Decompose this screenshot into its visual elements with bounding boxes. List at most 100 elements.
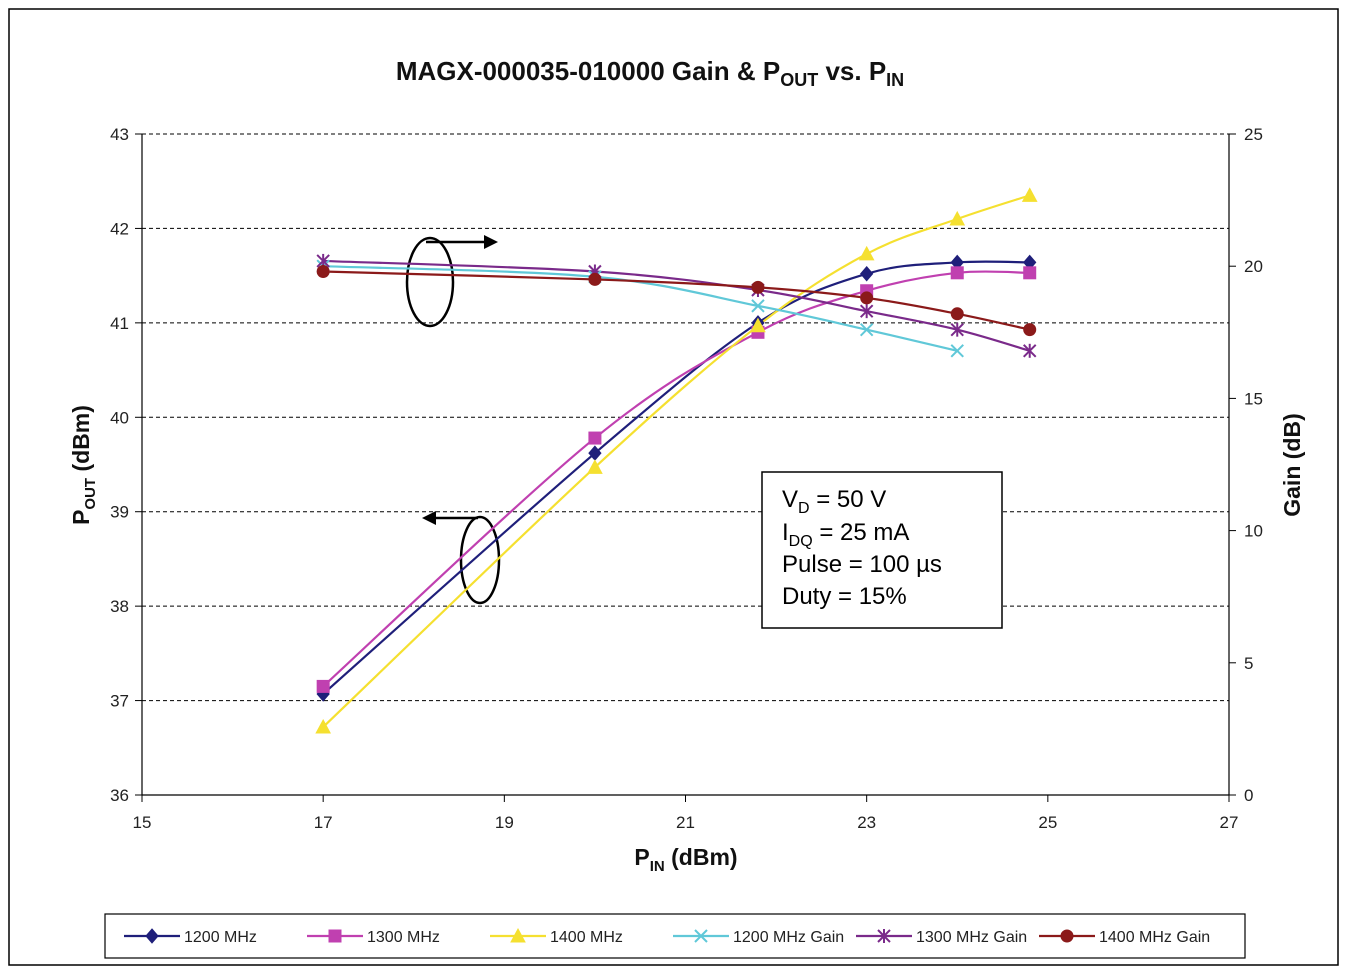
y-left-axis-title: POUT (dBm) xyxy=(68,405,99,525)
y-right-tick-label-5: 25 xyxy=(1244,125,1263,144)
y-left-axis-title-sub: OUT xyxy=(82,478,99,510)
point-1300-mhz-0 xyxy=(316,679,330,693)
x-tick-label-5: 25 xyxy=(1038,813,1057,832)
pout-loop-arrow-head xyxy=(422,511,436,525)
conditions-line-idq: IDQ = 25 mA xyxy=(782,519,909,550)
legend-label-1200-mhz-gain: 1200 MHz Gain xyxy=(733,929,844,946)
point-1400-mhz-1 xyxy=(587,459,603,474)
x-axis-title-rest: (dBm) xyxy=(665,844,738,870)
x-tick-label-6: 27 xyxy=(1220,813,1239,832)
y-left-axis-title-rest: (dBm) xyxy=(68,405,94,478)
conditions-vd-pre: V xyxy=(782,486,798,513)
legend-marker-1200-mhz xyxy=(145,928,159,944)
legend-marker-1400-mhz-gain xyxy=(1060,929,1074,943)
y-left-axis-title-main: P xyxy=(68,510,94,525)
x-tick-label-2: 19 xyxy=(495,813,514,832)
chart-title-sub2: IN xyxy=(886,70,904,90)
conditions-vd-post: = 50 V xyxy=(810,486,887,513)
series-line-1200-mhz-gain xyxy=(323,265,958,352)
point-1200-mhz-gain-2 xyxy=(751,299,765,313)
pout-loop-annotation xyxy=(422,511,501,605)
point-1400-mhz-gain-5 xyxy=(1023,323,1037,337)
pout-loop-ellipse xyxy=(459,515,501,605)
conditions-line-pulse: Pulse = 100 µs xyxy=(782,551,942,578)
legend-label-1400-mhz: 1400 MHz xyxy=(550,929,623,946)
point-1300-mhz-gain-4 xyxy=(950,322,964,337)
y-left-tick-label-3: 39 xyxy=(110,503,129,522)
gain-loop-ellipse xyxy=(405,236,455,328)
gain-loop-annotation xyxy=(405,235,498,328)
tick-labels: 36 37 38 39 40 41 42 43 0 5 10 15 20 25 15 17 19 21 23 25 27 xyxy=(110,125,1263,832)
legend-marker-1200-mhz-gain-b xyxy=(694,929,708,943)
conditions-idq-post: = 25 mA xyxy=(813,519,910,546)
y-left-tick-label-6: 42 xyxy=(110,219,129,238)
conditions-line-vd: VD = 50 V xyxy=(782,486,886,517)
chart-title: MAGX-000035-010000 Gain & POUT vs. PIN xyxy=(396,56,904,90)
y-right-tick-label-2: 10 xyxy=(1244,522,1263,541)
chart-border xyxy=(8,8,1339,966)
y-left-tick-label-0: 36 xyxy=(110,786,129,805)
point-1400-mhz-gain-4 xyxy=(950,307,964,321)
y-right-tick-label-1: 5 xyxy=(1244,654,1253,673)
point-1400-mhz-gain-3 xyxy=(860,291,874,305)
legend: 1200 MHz 1300 MHz 1400 MHz 1200 MHz Gain 130… xyxy=(104,913,1246,959)
y-right-tick-label-4: 20 xyxy=(1244,257,1263,276)
legend-marker-1300-mhz xyxy=(328,929,342,943)
point-1200-mhz-gain-4 xyxy=(950,344,964,358)
point-1200-mhz-gain-4-b xyxy=(950,344,964,358)
point-1300-mhz-gain-3 xyxy=(859,304,874,319)
legend-marker-1400-mhz xyxy=(510,927,526,943)
point-1200-mhz-gain-2-b xyxy=(751,299,765,313)
x-tick-label-1: 17 xyxy=(314,813,333,832)
conditions-box: VD = 50 V IDQ = 25 mA Pulse = 100 µs Dut… xyxy=(761,471,1003,629)
point-1300-mhz-1 xyxy=(588,431,602,445)
x-axis-title-main: P xyxy=(634,844,649,870)
chart-title-main: MAGX-000035-010000 Gain & P xyxy=(396,56,780,86)
conditions-box-frame xyxy=(761,471,1003,629)
point-1400-mhz-gain-1 xyxy=(588,272,602,286)
conditions-line-duty: Duty = 15% xyxy=(782,583,907,610)
y-left-tick-label-5: 41 xyxy=(110,314,129,333)
point-1300-mhz-4 xyxy=(950,266,964,280)
y-right-axis-title: Gain (dB) xyxy=(1279,413,1305,517)
conditions-idq-sub: DQ xyxy=(789,533,813,550)
x-axis-title: PIN (dBm) xyxy=(634,844,737,875)
point-1400-mhz-3 xyxy=(858,245,875,261)
y-left-tick-label-4: 40 xyxy=(110,408,129,427)
legend-label-1400-mhz-gain: 1400 MHz Gain xyxy=(1099,929,1210,946)
x-tick-label-4: 23 xyxy=(857,813,876,832)
legend-label-1200-mhz: 1200 MHz xyxy=(184,929,257,946)
point-1400-mhz-0 xyxy=(315,718,332,734)
conditions-vd-sub: D xyxy=(798,500,810,517)
x-tick-label-0: 15 xyxy=(133,813,152,832)
point-1400-mhz-2 xyxy=(750,317,766,333)
point-1300-mhz-gain-5 xyxy=(1023,343,1037,358)
chart-title-sub1: OUT xyxy=(780,70,818,90)
point-1400-mhz-gain-2 xyxy=(751,280,765,294)
x-axis-title-sub: IN xyxy=(650,858,665,875)
point-1200-mhz-gain-3-b xyxy=(859,322,874,337)
chart-title-mid: vs. P xyxy=(818,56,886,86)
legend-marker-1300-mhz-gain xyxy=(877,929,891,943)
point-1200-mhz-gain-3 xyxy=(859,322,874,337)
legend-label-1300-mhz-gain: 1300 MHz Gain xyxy=(916,929,1027,946)
point-1400-mhz-4 xyxy=(949,210,966,226)
y-right-tick-label-0: 0 xyxy=(1244,786,1253,805)
point-1200-mhz-3 xyxy=(860,265,874,282)
y-left-tick-label-1: 37 xyxy=(110,692,129,711)
legend-marker-1200-mhz-gain xyxy=(694,929,708,943)
y-left-tick-label-2: 38 xyxy=(110,597,129,616)
y-right-tick-label-3: 15 xyxy=(1244,389,1263,408)
legend-items: 1200 MHz 1300 MHz 1400 MHz 1200 MHz Gain 130… xyxy=(124,927,1210,946)
point-1300-mhz-5 xyxy=(1023,266,1037,280)
y-left-tick-label-7: 43 xyxy=(110,125,129,144)
axes xyxy=(135,133,1236,802)
gain-loop-arrow-head xyxy=(484,235,498,249)
point-1400-mhz-gain-0 xyxy=(316,264,330,278)
point-1400-mhz-5 xyxy=(1021,187,1038,202)
x-tick-label-3: 21 xyxy=(676,813,695,832)
conditions-idq-pre: I xyxy=(782,519,789,546)
legend-label-1300-mhz: 1300 MHz xyxy=(367,929,440,946)
